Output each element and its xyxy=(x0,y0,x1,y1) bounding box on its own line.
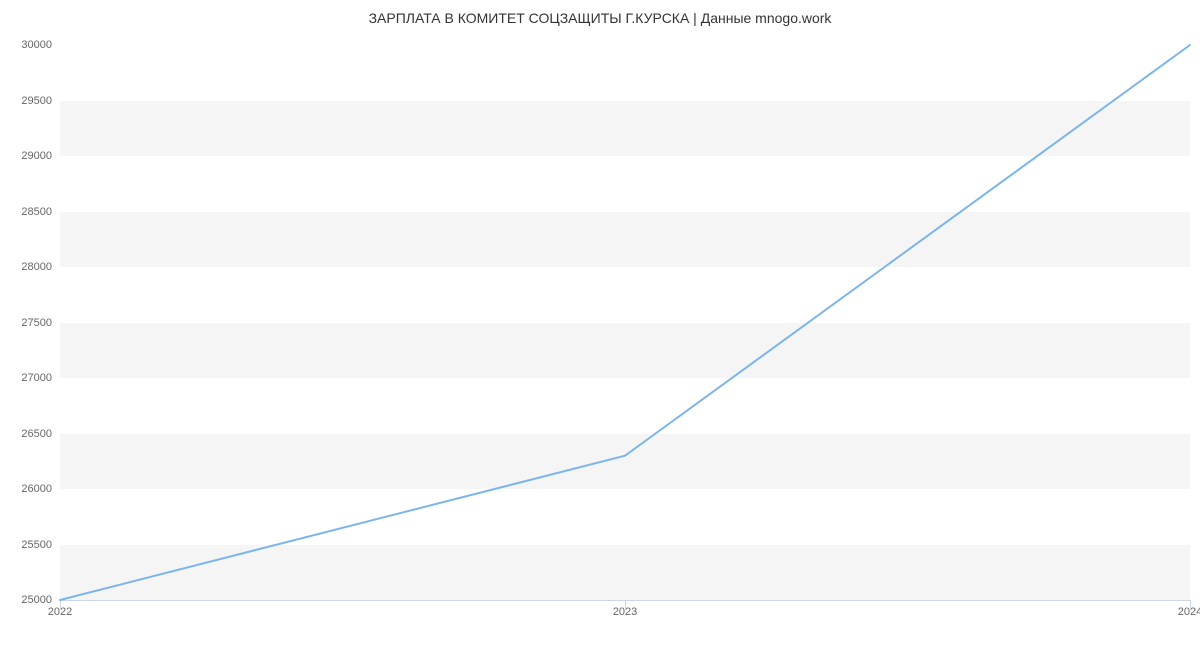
x-tick xyxy=(60,600,61,610)
x-tick xyxy=(625,600,626,610)
series-line xyxy=(60,45,1190,600)
salary-chart: ЗАРПЛАТА В КОМИТЕТ СОЦЗАЩИТЫ Г.КУРСКА | … xyxy=(0,0,1200,650)
y-axis-label: 28500 xyxy=(21,206,60,218)
plot-area: 2500025500260002650027000275002800028500… xyxy=(60,45,1190,600)
y-axis-label: 27500 xyxy=(21,317,60,329)
y-axis-label: 26500 xyxy=(21,428,60,440)
y-axis-label: 26000 xyxy=(21,483,60,495)
chart-svg xyxy=(60,45,1190,600)
x-tick xyxy=(1190,600,1191,610)
y-axis-label: 27000 xyxy=(21,372,60,384)
y-axis-label: 28000 xyxy=(21,261,60,273)
y-axis-label: 30000 xyxy=(21,39,60,51)
y-axis-label: 29000 xyxy=(21,150,60,162)
chart-title: ЗАРПЛАТА В КОМИТЕТ СОЦЗАЩИТЫ Г.КУРСКА | … xyxy=(0,10,1200,26)
x-axis-label: 2024 xyxy=(1178,600,1200,618)
y-axis-label: 29500 xyxy=(21,95,60,107)
y-axis-label: 25500 xyxy=(21,539,60,551)
